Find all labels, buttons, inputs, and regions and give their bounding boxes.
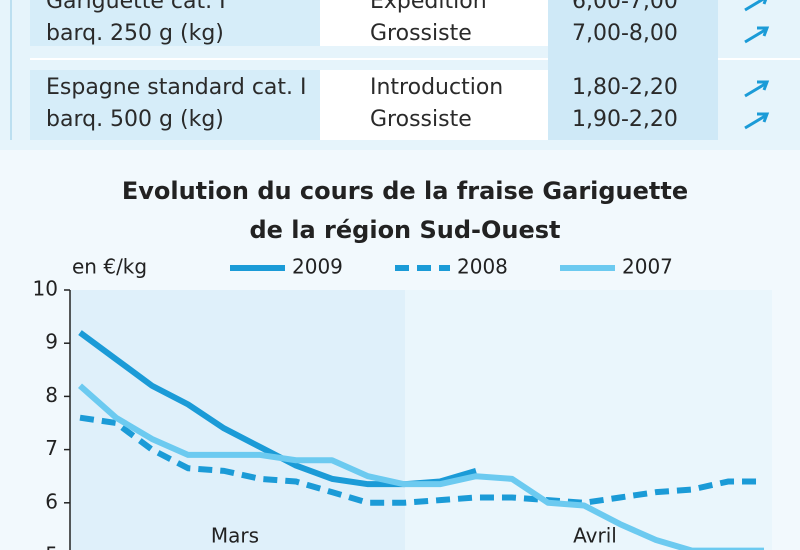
price-column xyxy=(548,0,718,140)
legend-label: 2007 xyxy=(622,255,673,279)
product-cell xyxy=(30,0,320,46)
trend-arrow xyxy=(744,80,770,98)
stage-cell-text: Expédition xyxy=(370,0,487,14)
trend-arrow xyxy=(744,0,768,12)
stage-cell-text: Introduction xyxy=(370,75,504,100)
row-separator xyxy=(30,58,800,60)
stage-cell-text: Grossiste xyxy=(370,21,472,46)
series-line xyxy=(79,414,764,506)
y-tick-label: 7 xyxy=(45,436,58,460)
stage-cell-text: Grossiste xyxy=(370,107,472,132)
month-label: Avril xyxy=(573,524,617,548)
price-cell-text: 1,90-2,20 xyxy=(572,107,678,132)
chart-title: de la région Sud-Ouest xyxy=(249,216,560,244)
product-cell-text: Gariguette cat. I xyxy=(46,0,226,14)
table-rule xyxy=(10,0,12,140)
product-cell xyxy=(30,70,320,140)
product-cell-text: Espagne standard cat. I xyxy=(46,75,307,100)
stage-cell xyxy=(320,70,548,140)
series-line xyxy=(78,383,764,550)
month-label: Mars xyxy=(211,524,259,548)
y-tick-label: 8 xyxy=(45,383,58,407)
price-cell-text: 7,00-8,00 xyxy=(572,21,678,46)
legend-label: 2008 xyxy=(457,255,508,279)
product-cell-text: barq. 500 g (kg) xyxy=(46,107,224,132)
month-band xyxy=(70,290,405,550)
y-tick-label: 9 xyxy=(45,330,58,354)
trend-arrow xyxy=(744,26,770,44)
y-tick-label: 6 xyxy=(45,489,58,513)
price-cell-text: 6,00-7,00 xyxy=(572,0,678,14)
product-cell-text: barq. 250 g (kg) xyxy=(46,21,224,46)
stage-cell xyxy=(320,0,548,46)
legend-label: 2009 xyxy=(292,255,343,279)
y-axis-label: en €/kg xyxy=(72,255,147,279)
chart-title: Evolution du cours de la fraise Gariguet… xyxy=(122,177,688,205)
price-cell-text: 1,80-2,20 xyxy=(572,75,678,100)
trend-arrow xyxy=(744,112,770,130)
y-tick-label: 10 xyxy=(33,277,58,301)
y-tick-label: 5 xyxy=(45,543,58,550)
